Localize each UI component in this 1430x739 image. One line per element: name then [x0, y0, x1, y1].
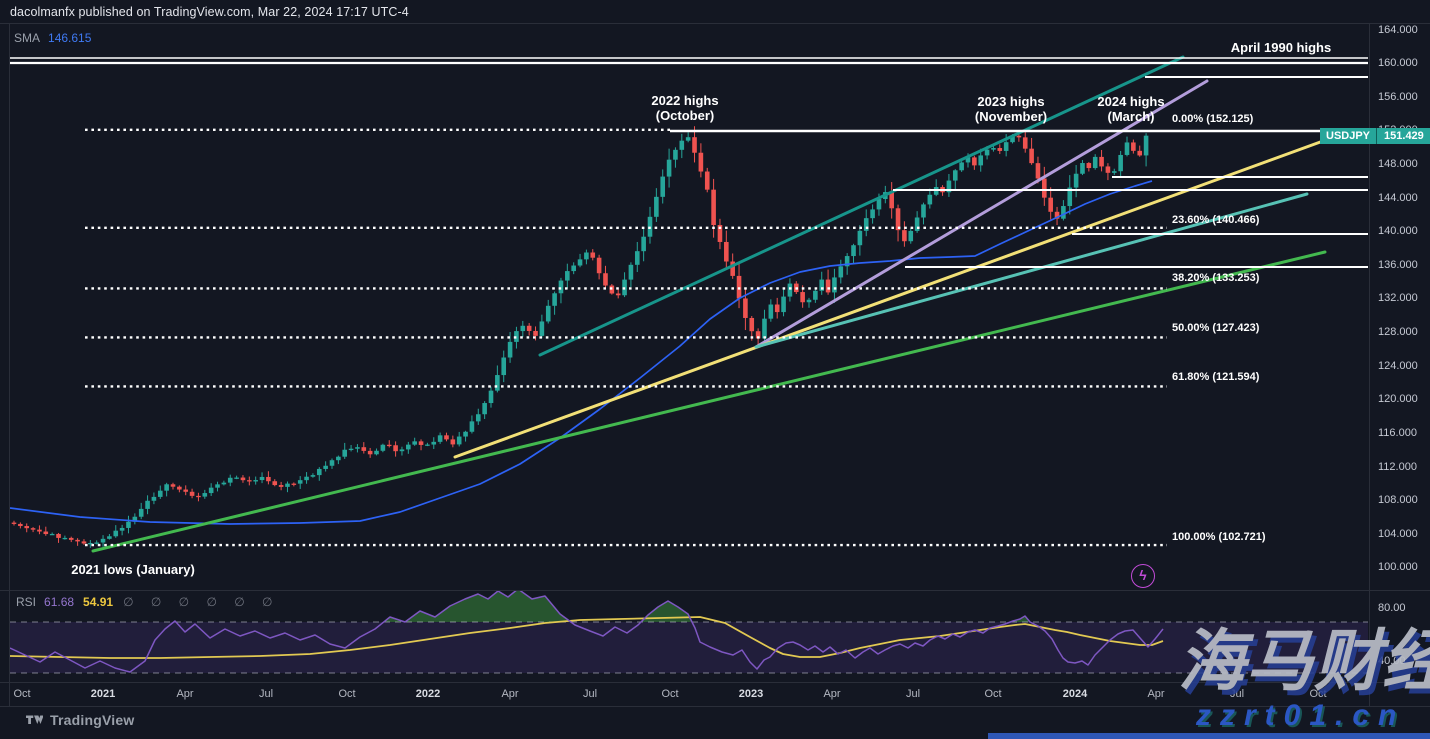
time-axis-separator: [0, 682, 1430, 683]
time-tick: Oct: [984, 688, 1002, 700]
green-trendline[interactable]: [91, 250, 1327, 553]
price-tick: 112.000: [1378, 460, 1417, 473]
fib-level-label: 0.00% (152.125): [1172, 113, 1254, 125]
price-tick: 116.000: [1378, 426, 1417, 439]
price-tick: 144.000: [1378, 191, 1418, 204]
annotation-2024-highs: 2024 highs (March): [1097, 94, 1165, 124]
sma-legend[interactable]: SMA 146.615: [14, 31, 91, 45]
price-tick: 160.000: [1378, 57, 1418, 70]
rsi-tick: 80.00: [1378, 602, 1406, 614]
rsi-empty-values: ∅ ∅ ∅ ∅ ∅ ∅: [123, 595, 280, 609]
last-price-badge[interactable]: USDJPY 151.429: [1320, 128, 1430, 144]
tradingview-logo-text: TradingView: [50, 712, 135, 728]
publisher-text: dacolmanfx published on TradingView.com,…: [10, 5, 409, 19]
price-tick: 156.000: [1378, 90, 1418, 103]
price-tick: 108.000: [1378, 494, 1418, 507]
annotation-2022-highs: 2022 highs (October): [651, 93, 719, 123]
annotation-2021-lows: 2021 lows (January): [71, 562, 195, 577]
time-tick: Jul: [582, 688, 598, 700]
rsi-ma-value: 54.91: [83, 595, 114, 609]
price-tick: 124.000: [1378, 359, 1418, 372]
time-tick: Oct: [338, 688, 356, 700]
flash-icon[interactable]: ϟ: [1131, 564, 1155, 588]
fib-level-label: 38.20% (133.253): [1172, 272, 1260, 284]
sma-legend-value: 146.615: [48, 31, 92, 45]
price-tick: 136.000: [1378, 258, 1418, 271]
tradingview-logo[interactable]: TradingView: [26, 712, 134, 728]
fib-level-label: 50.00% (127.423): [1172, 322, 1260, 334]
time-tick-year: 2022: [415, 688, 441, 700]
price-tick: 120.000: [1378, 393, 1418, 406]
price-tick: 132.000: [1378, 292, 1418, 305]
rsi-legend-label: RSI: [16, 595, 37, 609]
price-axis-border: [1369, 23, 1370, 706]
pane-separator: [0, 590, 1430, 591]
annotation-april-1990-highs: April 1990 highs: [1230, 40, 1332, 55]
time-tick: Oct: [1309, 688, 1327, 700]
publish-header: dacolmanfx published on TradingView.com,…: [10, 5, 409, 19]
price-tick: 128.000: [1378, 326, 1418, 339]
rsi-tick: 40.00: [1378, 655, 1406, 667]
teal-channel-line[interactable]: [538, 55, 1185, 357]
rsi-value: 61.68: [44, 595, 75, 609]
watermark-strip: [988, 733, 1430, 739]
annotation-2023-highs: 2023 highs (November): [974, 94, 1048, 124]
time-tick-year: 2021: [90, 688, 116, 700]
sma-legend-label: SMA: [14, 31, 41, 45]
time-tick: Apr: [501, 688, 519, 700]
price-tick: 104.000: [1378, 527, 1418, 540]
time-tick: Jul: [258, 688, 274, 700]
fib-level-label: 100.00% (102.721): [1172, 531, 1266, 543]
price-tick: 164.000: [1378, 23, 1418, 36]
yellow-trendline[interactable]: [453, 131, 1347, 459]
purple-trendline[interactable]: [754, 79, 1209, 349]
price-tick: 140.000: [1378, 225, 1418, 238]
time-tick-year: 2023: [738, 688, 764, 700]
time-tick: Apr: [176, 688, 194, 700]
time-tick: Jul: [1229, 688, 1245, 700]
header-separator: [0, 23, 1430, 24]
price-tick: 148.000: [1378, 157, 1418, 170]
watermark-url: zzrt01.cn: [1196, 699, 1406, 732]
time-tick: Oct: [661, 688, 679, 700]
footer-separator: [0, 706, 1430, 707]
time-tick-year: 2024: [1062, 688, 1088, 700]
fib-level-label: 61.80% (121.594): [1172, 371, 1260, 383]
plot-left-border: [9, 23, 10, 706]
time-tick: Apr: [1147, 688, 1165, 700]
lightning-glyph: ϟ: [1139, 567, 1147, 583]
seafoam-trendline[interactable]: [754, 192, 1309, 349]
watermark-brand: 海马财经: [1178, 624, 1430, 699]
price-tick: 100.000: [1378, 561, 1418, 574]
last-price-value: 151.429: [1376, 128, 1430, 144]
rsi-legend[interactable]: RSI 61.68 54.91 ∅ ∅ ∅ ∅ ∅ ∅: [16, 595, 279, 609]
tradingview-logo-icon: [26, 715, 43, 724]
time-tick: Jul: [905, 688, 921, 700]
time-tick: Oct: [13, 688, 31, 700]
fib-level-label: 23.60% (140.466): [1172, 214, 1260, 226]
symbol-tag: USDJPY: [1320, 128, 1377, 144]
time-tick: Apr: [823, 688, 841, 700]
